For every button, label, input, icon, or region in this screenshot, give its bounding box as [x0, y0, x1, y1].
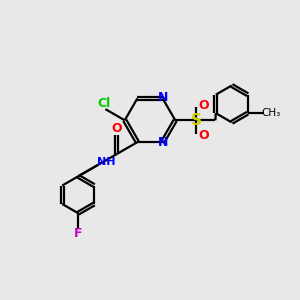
Text: S: S: [190, 113, 202, 128]
Text: F: F: [74, 227, 82, 241]
Text: O: O: [198, 99, 209, 112]
Text: O: O: [112, 122, 122, 135]
Text: N: N: [158, 91, 168, 104]
Text: N: N: [158, 136, 168, 149]
Text: NH: NH: [97, 157, 115, 167]
Text: Cl: Cl: [97, 97, 111, 110]
Text: O: O: [198, 129, 209, 142]
Text: CH₃: CH₃: [261, 108, 280, 118]
